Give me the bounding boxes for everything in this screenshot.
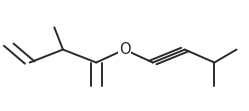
Text: O: O — [119, 42, 130, 57]
